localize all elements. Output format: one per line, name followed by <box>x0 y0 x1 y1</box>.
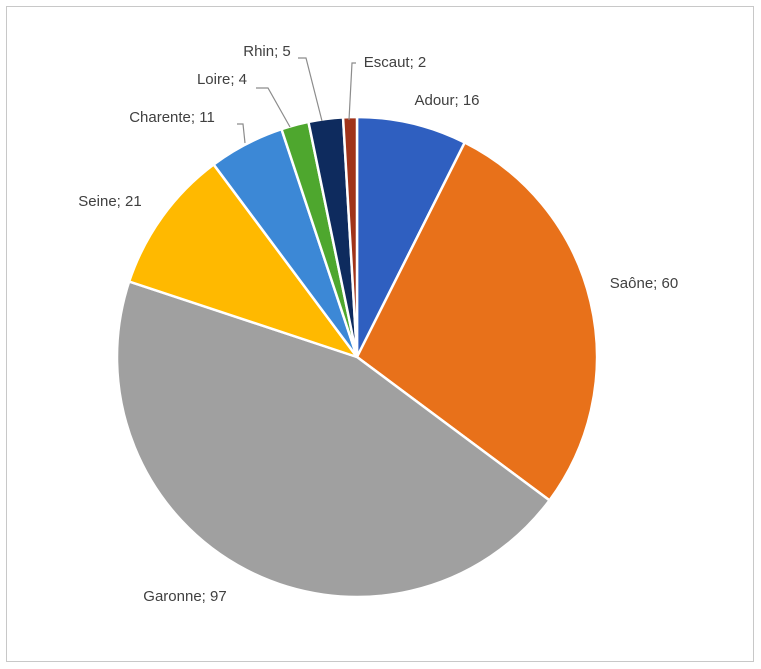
data-label: Saône; 60 <box>610 275 678 292</box>
leader-line <box>348 62 356 121</box>
leader-line <box>256 87 291 128</box>
data-label: Garonne; 97 <box>143 588 226 605</box>
leader-line <box>237 123 246 144</box>
data-label: Rhin; 5 <box>243 43 291 60</box>
pie-slice <box>127 162 361 360</box>
pie-slice <box>355 115 467 358</box>
pie-slice <box>115 279 552 599</box>
pie-slice <box>341 115 359 358</box>
data-label: Seine; 21 <box>78 193 141 210</box>
data-label: Loire; 4 <box>197 71 247 88</box>
data-label: Escaut; 2 <box>364 54 427 71</box>
leader-line <box>298 57 323 122</box>
pie-slice <box>355 140 599 503</box>
data-label: Adour; 16 <box>414 92 479 109</box>
data-label: Charente; 11 <box>129 109 215 126</box>
